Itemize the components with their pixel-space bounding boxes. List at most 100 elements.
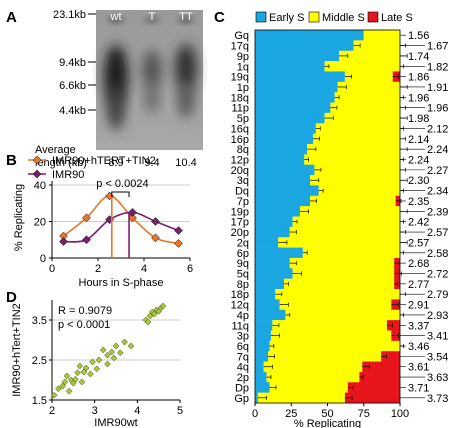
category-label: 11q bbox=[231, 320, 249, 332]
pvalue-label: p < 0.0024 bbox=[96, 178, 148, 190]
bar-late bbox=[381, 351, 400, 362]
x-tick-label: 5 bbox=[177, 405, 183, 417]
scatter-point bbox=[144, 318, 152, 326]
legend-swatch bbox=[367, 11, 379, 23]
bar-early bbox=[255, 40, 354, 52]
bar-middle bbox=[289, 257, 395, 269]
category-label: 12p bbox=[231, 155, 249, 167]
series-point bbox=[128, 208, 137, 217]
scatter-point bbox=[121, 338, 128, 346]
x-tick-label: 0 bbox=[49, 263, 55, 275]
bar-early bbox=[255, 330, 271, 342]
gel-lane-wt-tail bbox=[107, 86, 125, 130]
ratio-label: 3.54 bbox=[427, 351, 448, 363]
legend-label: Late S bbox=[381, 12, 413, 24]
ratio-label: 2.57 bbox=[427, 227, 448, 239]
category-label: 12q bbox=[231, 300, 249, 312]
bar-middle bbox=[285, 309, 400, 321]
bar-middle bbox=[324, 61, 400, 72]
scatter-point bbox=[108, 348, 116, 356]
bar-middle bbox=[270, 330, 392, 342]
gel-lane-t-smear bbox=[142, 50, 162, 90]
ratio-label: 2.57 bbox=[408, 237, 429, 249]
scatter-point bbox=[95, 356, 103, 364]
category-label: 16q bbox=[231, 123, 249, 135]
series-point bbox=[82, 235, 91, 245]
bar-early bbox=[255, 382, 270, 393]
x-axis-title: IMR90wt bbox=[94, 417, 137, 428]
category-label: 17p bbox=[231, 217, 249, 229]
y-tick-label: 40 bbox=[34, 180, 46, 192]
average-length-value: 10.4 bbox=[175, 157, 196, 169]
y-tick-label: 20 bbox=[34, 217, 46, 229]
series-line bbox=[63, 211, 179, 243]
category-label: Gp bbox=[234, 393, 249, 405]
scatter-point bbox=[61, 378, 69, 386]
gel-lane-wt-smear bbox=[104, 45, 128, 105]
legend-label: Middle S bbox=[322, 12, 365, 24]
gel-well-tt bbox=[178, 17, 194, 23]
scatter-point bbox=[78, 378, 86, 386]
bar-early bbox=[255, 185, 319, 197]
scatter-point bbox=[110, 354, 118, 362]
category-label: 5p bbox=[237, 113, 249, 125]
scatter-point bbox=[112, 342, 120, 350]
bar-middle bbox=[324, 112, 400, 124]
legend-swatch bbox=[255, 11, 267, 23]
category-label: 2p bbox=[237, 372, 249, 384]
scatter-point bbox=[65, 387, 73, 395]
ratio-label: 2.68 bbox=[408, 258, 429, 270]
bar-early bbox=[255, 268, 293, 279]
bar-middle bbox=[292, 216, 400, 228]
category-label: 8q bbox=[237, 144, 249, 156]
scatter-point bbox=[104, 351, 111, 359]
ratio-label: 2.72 bbox=[427, 268, 448, 280]
bar-early bbox=[255, 195, 311, 207]
correlation-p: p < 0.0001 bbox=[58, 319, 110, 331]
category-label: 9q bbox=[237, 258, 249, 270]
gel-well-t bbox=[144, 17, 160, 23]
correlation-r: R = 0.9079 bbox=[58, 305, 112, 317]
ratio-label: 3.73 bbox=[427, 393, 448, 405]
category-label: Dq bbox=[235, 186, 249, 198]
bar-middle bbox=[289, 226, 400, 238]
bar-early bbox=[255, 92, 335, 103]
category-label: 3q bbox=[237, 175, 249, 187]
gel-lane-t-tail bbox=[145, 82, 159, 114]
bar-middle bbox=[337, 81, 400, 93]
bar-middle bbox=[269, 382, 348, 393]
y-axis-title: IMR90+hTert+TIN2 bbox=[11, 303, 23, 397]
ratio-label: 2.12 bbox=[427, 123, 448, 135]
bar-early bbox=[255, 143, 308, 155]
bar-early bbox=[255, 247, 303, 259]
bar-late bbox=[359, 371, 400, 383]
x-axis-title: Hours in S-phase bbox=[79, 277, 164, 289]
ratio-label: 1.96 bbox=[427, 103, 448, 115]
y-axis-title: % Replicating bbox=[13, 184, 25, 251]
bar-middle bbox=[334, 92, 400, 103]
size-marker-label: 6.6kb bbox=[59, 80, 86, 92]
bar-early bbox=[255, 61, 325, 72]
significance-bracket bbox=[111, 191, 130, 197]
category-label: Dp bbox=[235, 382, 249, 394]
series-point bbox=[174, 226, 183, 235]
bar-early bbox=[255, 133, 313, 145]
panel-label-a: A bbox=[6, 9, 17, 26]
gel-well-wt bbox=[108, 17, 124, 23]
bar-middle bbox=[310, 175, 400, 186]
y-tick-label: 0 bbox=[40, 253, 46, 265]
legend-swatch bbox=[308, 11, 320, 23]
category-label: 4q bbox=[237, 362, 249, 374]
average-length-unit-label: length (kb) bbox=[35, 157, 87, 169]
bar-early bbox=[255, 257, 290, 269]
bar-middle bbox=[315, 123, 400, 134]
scatter-point bbox=[99, 346, 107, 354]
ratio-label: 1.86 bbox=[408, 72, 429, 84]
x-axis-title: % Replicating bbox=[294, 418, 361, 428]
size-marker-label: 9.4kb bbox=[59, 57, 86, 69]
category-label: 5q bbox=[237, 268, 249, 280]
category-label: 17q bbox=[231, 41, 249, 53]
x-tick-label: 4 bbox=[141, 263, 147, 275]
